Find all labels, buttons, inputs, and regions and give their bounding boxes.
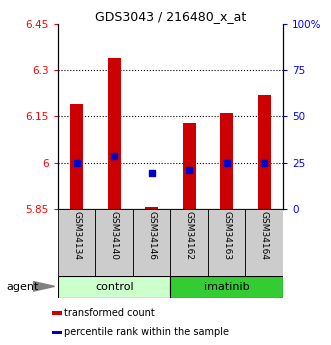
Bar	[145, 207, 158, 209]
Polygon shape	[33, 282, 55, 291]
Bar	[208, 209, 246, 276]
Text: agent: agent	[7, 282, 39, 292]
Text: transformed count: transformed count	[64, 308, 155, 318]
Bar	[133, 209, 170, 276]
Text: GSM34162: GSM34162	[185, 211, 194, 260]
Bar	[170, 276, 283, 298]
Bar	[52, 331, 62, 334]
Bar	[246, 209, 283, 276]
Bar	[170, 209, 208, 276]
Bar	[95, 209, 133, 276]
Bar	[58, 276, 170, 298]
Bar	[52, 311, 62, 315]
Bar	[258, 95, 271, 209]
Bar	[70, 104, 83, 209]
Bar	[183, 122, 196, 209]
Text: imatinib: imatinib	[204, 282, 250, 292]
Text: control: control	[95, 282, 133, 292]
Bar	[220, 114, 233, 209]
Text: GSM34146: GSM34146	[147, 211, 156, 260]
Text: GSM34163: GSM34163	[222, 211, 231, 260]
Text: percentile rank within the sample: percentile rank within the sample	[64, 327, 229, 337]
Text: GSM34134: GSM34134	[72, 211, 81, 260]
Text: GSM34164: GSM34164	[260, 211, 269, 260]
Title: GDS3043 / 216480_x_at: GDS3043 / 216480_x_at	[95, 10, 246, 23]
Bar	[58, 209, 95, 276]
Bar	[108, 58, 121, 209]
Text: GSM34140: GSM34140	[110, 211, 119, 260]
